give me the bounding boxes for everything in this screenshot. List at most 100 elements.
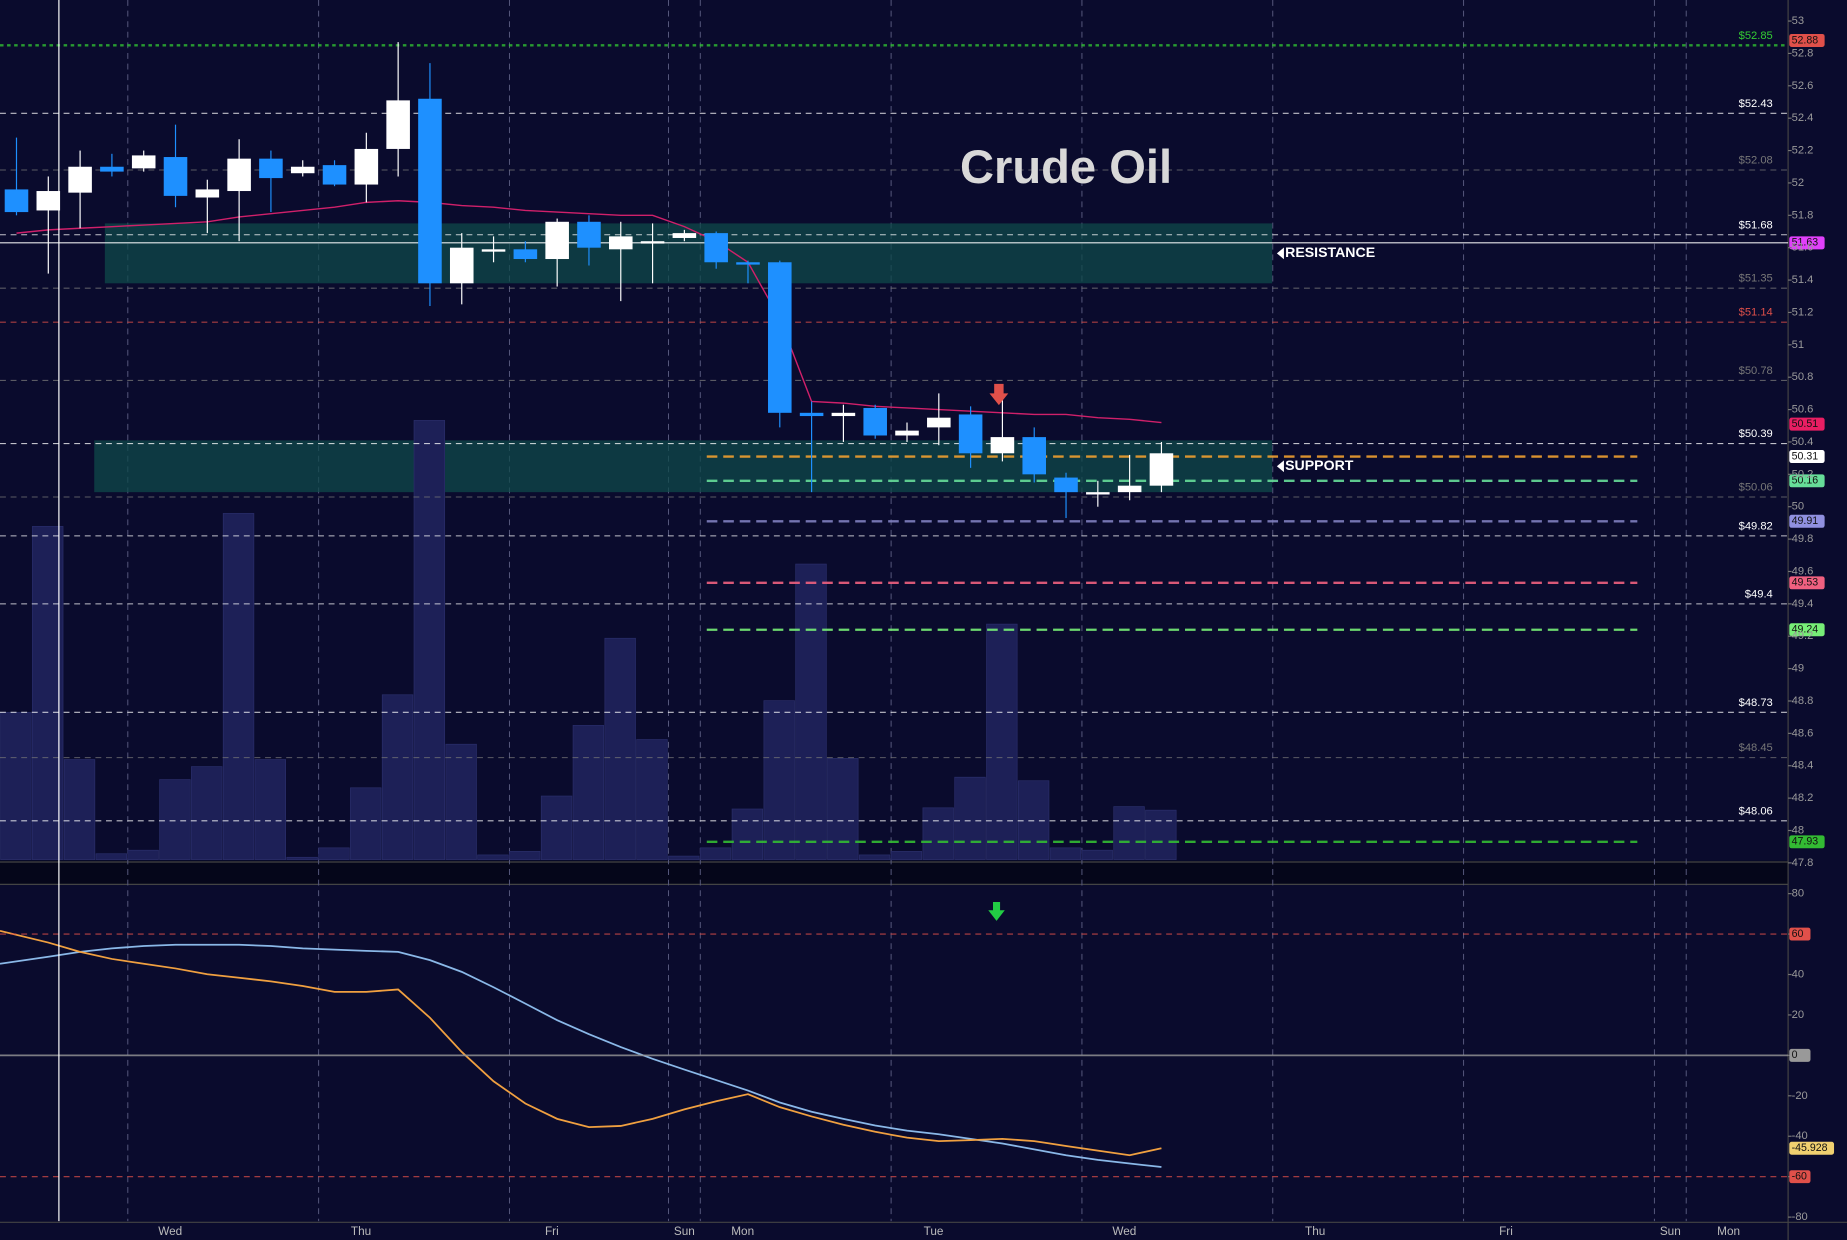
candle-body — [386, 100, 410, 149]
volume-bar — [1017, 780, 1050, 860]
volume-bar — [477, 854, 509, 860]
osc-badge — [1789, 1170, 1811, 1184]
y-tick-label: 47.8 — [1792, 857, 1814, 869]
y-tick-label: -40 — [1792, 1130, 1808, 1142]
y-tick-label: 50.6 — [1792, 404, 1814, 416]
price-badge-label: 51.63 — [1792, 237, 1819, 249]
volume-bar — [1081, 849, 1113, 860]
x-tick-label: Thu — [351, 1225, 371, 1238]
candle-body — [322, 165, 347, 185]
y-tick-label: 51 — [1792, 339, 1804, 351]
x-tick-label: Wed — [1112, 1225, 1136, 1238]
volume-bar — [445, 743, 477, 860]
volume-bar — [986, 623, 1018, 860]
price-badge — [1789, 835, 1825, 849]
candle-body — [259, 158, 283, 179]
candle-body — [195, 189, 220, 198]
candle-body — [577, 221, 601, 248]
candle-body — [1054, 477, 1078, 493]
volume-bar — [95, 853, 127, 860]
y-tick-label: -20 — [1792, 1090, 1808, 1102]
candle-body — [100, 166, 124, 172]
signal-arrow — [988, 902, 1005, 921]
x-tick-label: Thu — [1305, 1225, 1325, 1238]
volume-bar — [413, 420, 446, 860]
price-badge-label: 50.16 — [1792, 475, 1819, 487]
y-tick-label: 51.8 — [1792, 209, 1814, 221]
volume-bar — [604, 637, 636, 860]
level-label: $51.35 — [1739, 273, 1773, 285]
price-badge-label: 52.88 — [1792, 34, 1819, 46]
candle-body — [895, 430, 919, 436]
level-label: $52.08 — [1739, 155, 1773, 167]
volume-bar — [890, 851, 923, 860]
level-label: $51.68 — [1739, 219, 1773, 231]
y-tick-label: -80 — [1792, 1211, 1808, 1223]
osc-badge-label: -60 — [1792, 1170, 1807, 1182]
y-tick-label: 52.4 — [1792, 112, 1814, 124]
y-tick-label: 52 — [1792, 177, 1804, 189]
volume-bar — [254, 759, 287, 860]
candle-body — [131, 155, 156, 169]
candle-body — [481, 249, 506, 252]
candle-body — [672, 233, 697, 238]
y-tick-label: 53 — [1792, 15, 1804, 27]
sell-arrow — [989, 383, 1009, 406]
volume-bar — [668, 855, 700, 860]
osc-value-badge — [1789, 1141, 1835, 1155]
candle-body — [768, 262, 792, 413]
level-label: $48.73 — [1739, 697, 1773, 709]
zone-pointer — [1276, 460, 1284, 473]
volume-bar — [381, 694, 414, 860]
volume-bar — [318, 847, 350, 860]
volume-bar — [636, 739, 668, 860]
volume-bar — [509, 851, 541, 860]
grid-layer — [127, 0, 1687, 1222]
oscillator-layer — [0, 929, 1789, 1178]
volume-bar — [540, 795, 573, 860]
volume-bar — [350, 787, 382, 860]
volume-bar — [699, 847, 732, 860]
y-tick-label: 50 — [1792, 501, 1804, 513]
candle-body — [640, 241, 665, 244]
level-label: $50.39 — [1739, 428, 1773, 440]
volume-bar — [63, 759, 96, 860]
level-label: $52.43 — [1739, 98, 1773, 110]
volume-bar — [858, 854, 891, 860]
price-badge-label: 49.53 — [1792, 577, 1819, 589]
price-badge-label: 50.51 — [1792, 418, 1819, 430]
oscillator-line — [0, 929, 1162, 1157]
volume-bar — [191, 766, 223, 860]
price-badge-label: 49.24 — [1792, 624, 1819, 636]
y-tick-label: 50.4 — [1792, 436, 1814, 448]
price-badge — [1789, 474, 1825, 488]
y-tick-label: 48.6 — [1792, 727, 1814, 739]
osc-value-label: -45.928 — [1792, 1142, 1828, 1154]
y-tick-label: 48 — [1792, 824, 1804, 836]
candle-body — [1149, 453, 1174, 486]
y-tick-label: 51.2 — [1792, 306, 1814, 318]
volume-bar — [0, 712, 32, 860]
volume-bar — [954, 776, 986, 860]
price-badge — [1789, 514, 1825, 528]
candle-body — [799, 412, 824, 417]
x-tick-label: Sun — [1660, 1225, 1681, 1238]
x-tick-label: Fri — [1499, 1225, 1513, 1238]
price-badge-label: 50.31 — [1792, 450, 1819, 462]
zone-label: RESISTANCE — [1285, 244, 1375, 260]
chart-title: Crude Oil — [960, 140, 1172, 193]
zone — [104, 223, 1273, 284]
y-tick-label: 48.2 — [1792, 792, 1814, 804]
zone-pointer — [1276, 247, 1284, 260]
volume-bar — [32, 526, 64, 860]
candle-body — [608, 236, 633, 250]
osc-badge — [1789, 927, 1811, 941]
candle-body — [863, 407, 887, 436]
osc-badge-label: 0 — [1792, 1049, 1798, 1061]
volume-bar — [731, 808, 764, 860]
volume-bar — [159, 779, 191, 860]
volume-layer — [0, 420, 1177, 860]
level-label: $48.06 — [1739, 805, 1773, 817]
y-tick-label: 52.6 — [1792, 80, 1814, 92]
